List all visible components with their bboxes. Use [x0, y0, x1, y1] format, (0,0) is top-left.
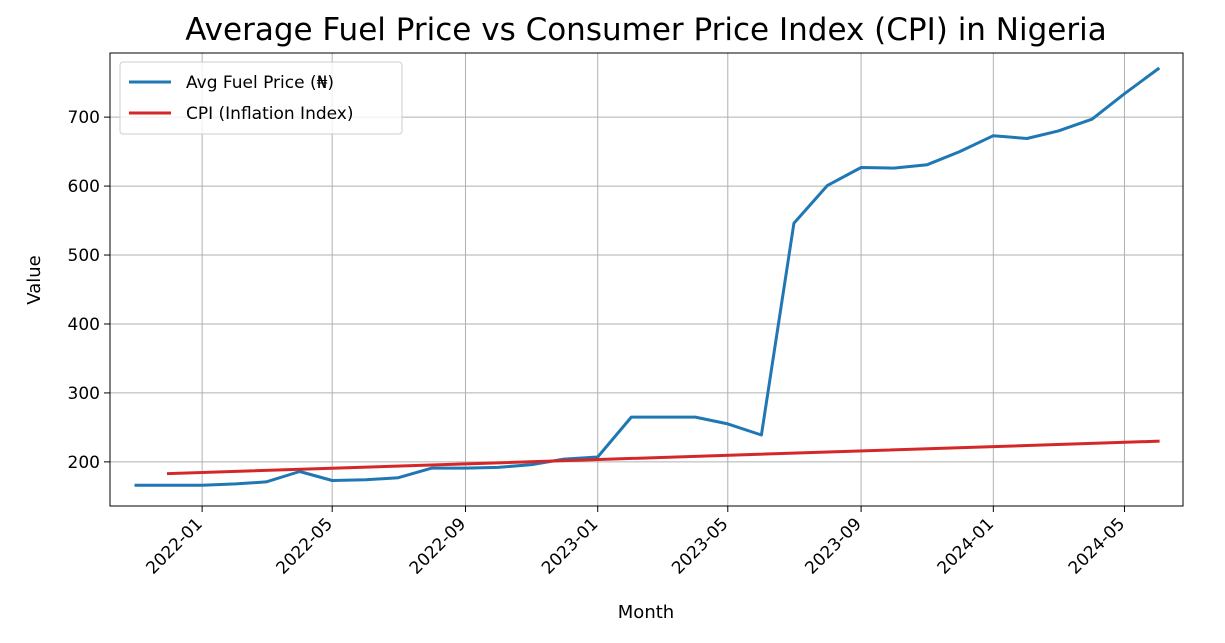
series-lines — [134, 66, 1161, 487]
y-axis-label: Value — [24, 255, 45, 304]
legend-box — [119, 61, 403, 135]
x-tick-label: 2023-01 — [538, 514, 602, 578]
x-tick-label: 2022-09 — [406, 514, 470, 578]
y-tick-label: 700 — [68, 108, 100, 128]
x-tick-label: 2024-05 — [1065, 514, 1129, 578]
y-tick-label: 500 — [68, 246, 100, 266]
y-tick-label: 600 — [68, 177, 100, 197]
legend-label-cpi: CPI (Inflation Index) — [186, 104, 354, 124]
x-tick-label: 2024-01 — [934, 514, 998, 578]
y-tick-label: 200 — [68, 453, 100, 473]
series-line-fuel-price — [134, 66, 1161, 487]
y-tick-label: 400 — [68, 315, 100, 335]
x-tick-label: 2023-05 — [668, 514, 732, 578]
x-tick-label: 2023-09 — [801, 514, 865, 578]
plot-frame — [109, 52, 1184, 507]
x-axis-label: Month — [618, 602, 674, 623]
legend: Avg Fuel Price (₦) CPI (Inflation Index) — [119, 61, 403, 135]
x-tick-label: 2022-05 — [273, 514, 337, 578]
x-tick-label: 2022-01 — [142, 514, 206, 578]
y-tick-label: 300 — [68, 384, 100, 404]
legend-label-fuel: Avg Fuel Price (₦) — [186, 73, 334, 93]
axis-ticks: 2022-01 2022-05 2022-09 2023-01 2023-05 2023-… — [68, 108, 1130, 578]
chart-title: Average Fuel Price vs Consumer Price Ind… — [185, 12, 1106, 48]
series-line-cpi — [166, 439, 1160, 476]
